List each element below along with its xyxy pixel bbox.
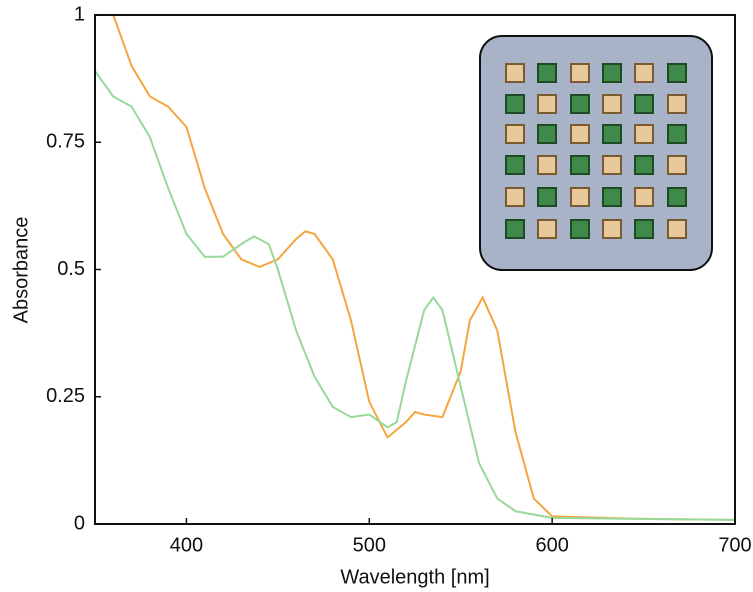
square bbox=[505, 124, 525, 144]
square bbox=[505, 94, 525, 114]
square bbox=[667, 124, 687, 144]
square bbox=[602, 155, 622, 175]
x-axis-label: Wavelength [nm] bbox=[340, 566, 489, 588]
square bbox=[537, 187, 557, 207]
x-tick-label: 600 bbox=[535, 534, 568, 556]
x-tick-label: 400 bbox=[170, 534, 203, 556]
square bbox=[570, 187, 590, 207]
square bbox=[634, 187, 654, 207]
square bbox=[602, 187, 622, 207]
square bbox=[667, 94, 687, 114]
square bbox=[505, 155, 525, 175]
square bbox=[537, 94, 557, 114]
square bbox=[570, 94, 590, 114]
square bbox=[505, 63, 525, 83]
square bbox=[667, 63, 687, 83]
square bbox=[505, 187, 525, 207]
data-line bbox=[95, 70, 735, 521]
square bbox=[537, 155, 557, 175]
square bbox=[667, 187, 687, 207]
square bbox=[602, 94, 622, 114]
y-tick-label: 0.75 bbox=[46, 131, 85, 153]
square bbox=[570, 219, 590, 239]
square bbox=[634, 155, 654, 175]
square bbox=[537, 124, 557, 144]
square bbox=[667, 219, 687, 239]
square bbox=[570, 124, 590, 144]
x-tick-label: 500 bbox=[353, 534, 386, 556]
plot-area bbox=[95, 15, 735, 521]
y-tick-label: 0.5 bbox=[57, 258, 85, 280]
y-axis-label: Absorbance bbox=[10, 217, 32, 324]
y-tick-label: 0 bbox=[74, 512, 85, 534]
square bbox=[570, 155, 590, 175]
square bbox=[634, 94, 654, 114]
square bbox=[634, 219, 654, 239]
square bbox=[570, 63, 590, 83]
square bbox=[667, 155, 687, 175]
square bbox=[537, 63, 557, 83]
y-tick-label: 0.25 bbox=[46, 385, 85, 407]
square bbox=[634, 124, 654, 144]
square bbox=[634, 63, 654, 83]
square bbox=[602, 219, 622, 239]
x-tick-label: 700 bbox=[718, 534, 751, 556]
square bbox=[505, 219, 525, 239]
inset-grid bbox=[505, 63, 687, 239]
y-tick-label: 1 bbox=[74, 3, 85, 25]
inset-image bbox=[479, 35, 713, 271]
square bbox=[602, 124, 622, 144]
data-line bbox=[112, 15, 735, 521]
square bbox=[602, 63, 622, 83]
square bbox=[537, 219, 557, 239]
